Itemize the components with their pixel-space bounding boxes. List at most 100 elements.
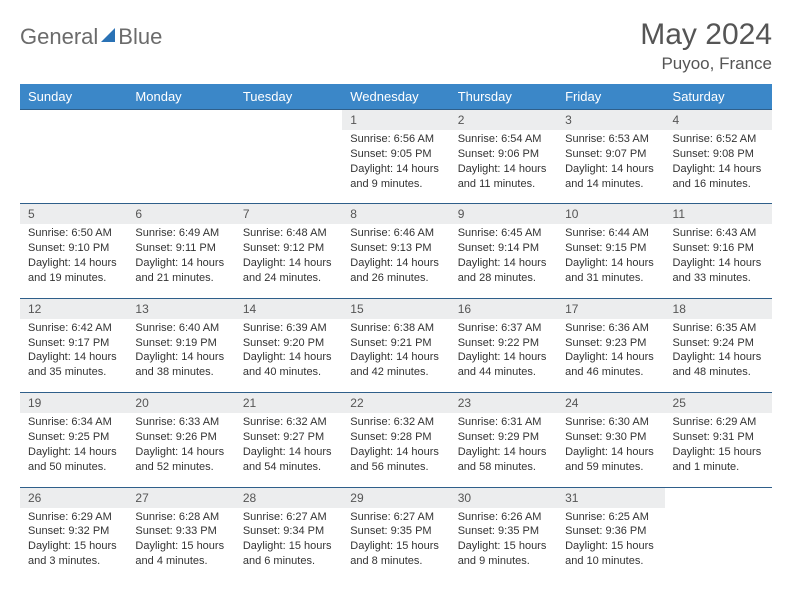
weekday-header: Friday (557, 84, 664, 110)
day-number-cell: 14 (235, 298, 342, 319)
day-detail-cell: Sunrise: 6:25 AMSunset: 9:36 PMDaylight:… (557, 508, 664, 581)
sunrise-line: Sunrise: 6:26 AM (458, 510, 549, 525)
day1-line: Daylight: 15 hours (243, 539, 334, 554)
day-number-cell: 19 (20, 393, 127, 414)
day-number-cell: 29 (342, 487, 449, 508)
day-number-cell: 27 (127, 487, 234, 508)
sunrise-line: Sunrise: 6:33 AM (135, 415, 226, 430)
calendar-page: General Blue May 2024 Puyoo, France Sund… (0, 0, 792, 591)
sunrise-line: Sunrise: 6:29 AM (28, 510, 119, 525)
sunset-line: Sunset: 9:27 PM (243, 430, 334, 445)
sunrise-line: Sunrise: 6:46 AM (350, 226, 441, 241)
day1-line: Daylight: 14 hours (135, 256, 226, 271)
day-number-cell: 20 (127, 393, 234, 414)
day-detail-cell: Sunrise: 6:54 AMSunset: 9:06 PMDaylight:… (450, 130, 557, 204)
day1-line: Daylight: 14 hours (565, 162, 656, 177)
day-detail-cell: Sunrise: 6:28 AMSunset: 9:33 PMDaylight:… (127, 508, 234, 581)
day-detail-cell (665, 508, 772, 581)
day-detail-cell: Sunrise: 6:33 AMSunset: 9:26 PMDaylight:… (127, 413, 234, 487)
day2-line: and 19 minutes. (28, 271, 119, 286)
day-detail-cell: Sunrise: 6:26 AMSunset: 9:35 PMDaylight:… (450, 508, 557, 581)
day-detail-cell: Sunrise: 6:40 AMSunset: 9:19 PMDaylight:… (127, 319, 234, 393)
day-detail-cell: Sunrise: 6:31 AMSunset: 9:29 PMDaylight:… (450, 413, 557, 487)
sunset-line: Sunset: 9:22 PM (458, 336, 549, 351)
sunrise-line: Sunrise: 6:40 AM (135, 321, 226, 336)
day1-line: Daylight: 14 hours (350, 256, 441, 271)
day-detail-cell: Sunrise: 6:30 AMSunset: 9:30 PMDaylight:… (557, 413, 664, 487)
day2-line: and 3 minutes. (28, 554, 119, 569)
day1-line: Daylight: 15 hours (135, 539, 226, 554)
day2-line: and 28 minutes. (458, 271, 549, 286)
day-number-cell: 28 (235, 487, 342, 508)
sunset-line: Sunset: 9:35 PM (350, 524, 441, 539)
sunrise-line: Sunrise: 6:43 AM (673, 226, 764, 241)
day-number-cell (235, 110, 342, 131)
day2-line: and 33 minutes. (673, 271, 764, 286)
day2-line: and 8 minutes. (350, 554, 441, 569)
day2-line: and 10 minutes. (565, 554, 656, 569)
sunrise-line: Sunrise: 6:25 AM (565, 510, 656, 525)
sunset-line: Sunset: 9:35 PM (458, 524, 549, 539)
day-detail-cell: Sunrise: 6:32 AMSunset: 9:28 PMDaylight:… (342, 413, 449, 487)
day-number-cell: 13 (127, 298, 234, 319)
calendar-table: Sunday Monday Tuesday Wednesday Thursday… (20, 84, 772, 581)
day-detail-row: Sunrise: 6:56 AMSunset: 9:05 PM Daylight:… (20, 130, 772, 204)
logo-triangle-icon (101, 28, 115, 42)
sunrise-line: Sunrise: 6:32 AM (243, 415, 334, 430)
month-title: May 2024 (640, 18, 772, 52)
sunrise-line: Sunrise: 6:32 AM (350, 415, 441, 430)
day2-line: and 4 minutes. (135, 554, 226, 569)
day-detail-cell: Sunrise: 6:56 AMSunset: 9:05 PMDaylight:… (342, 130, 449, 204)
sunset-line: Sunset: 9:31 PM (673, 430, 764, 445)
day2-line: and 42 minutes. (350, 365, 441, 380)
day-number-cell: 31 (557, 487, 664, 508)
day1-line: Daylight: 14 hours (458, 256, 549, 271)
day-number-cell: 25 (665, 393, 772, 414)
day1-line: Daylight: 14 hours (350, 445, 441, 460)
day-number-cell (665, 487, 772, 508)
day-number-cell (20, 110, 127, 131)
day-number-row: 12131415161718 (20, 298, 772, 319)
day1-line: Daylight: 14 hours (135, 445, 226, 460)
day2-line: and 38 minutes. (135, 365, 226, 380)
day2-line: and 35 minutes. (28, 365, 119, 380)
day1-line: Daylight: 14 hours (243, 445, 334, 460)
sunrise-line: Sunrise: 6:34 AM (28, 415, 119, 430)
page-header: General Blue May 2024 Puyoo, France (20, 18, 772, 74)
day-detail-cell: Sunrise: 6:50 AMSunset: 9:10 PMDaylight:… (20, 224, 127, 298)
day2-line: and 31 minutes. (565, 271, 656, 286)
sunset-line: Sunset: 9:25 PM (28, 430, 119, 445)
day-number-cell: 22 (342, 393, 449, 414)
sunset-line: Sunset: 9:17 PM (28, 336, 119, 351)
day2-line: and 59 minutes. (565, 460, 656, 475)
day2-line: and 58 minutes. (458, 460, 549, 475)
day2-line: and 50 minutes. (28, 460, 119, 475)
sunset-line: Sunset: 9:14 PM (458, 241, 549, 256)
day2-line: and 1 minute. (673, 460, 764, 475)
day-number-cell: 1 (342, 110, 449, 131)
day-number-cell: 4 (665, 110, 772, 131)
sunrise-line: Sunrise: 6:56 AM (350, 132, 441, 147)
day-detail-cell: Sunrise: 6:35 AMSunset: 9:24 PMDaylight:… (665, 319, 772, 393)
weekday-header-row: Sunday Monday Tuesday Wednesday Thursday… (20, 84, 772, 110)
day-number-cell: 17 (557, 298, 664, 319)
day1-line: Daylight: 14 hours (565, 350, 656, 365)
day1-line: Daylight: 14 hours (673, 256, 764, 271)
sunset-line: Sunset: 9:12 PM (243, 241, 334, 256)
day-detail-cell: Sunrise: 6:34 AMSunset: 9:25 PMDaylight:… (20, 413, 127, 487)
day-detail-cell: Sunrise: 6:37 AMSunset: 9:22 PMDaylight:… (450, 319, 557, 393)
day1-line: Daylight: 14 hours (565, 256, 656, 271)
sunset-line: Sunset: 9:30 PM (565, 430, 656, 445)
day-detail-cell: Sunrise: 6:27 AMSunset: 9:34 PMDaylight:… (235, 508, 342, 581)
sunset-line: Sunset: 9:11 PM (135, 241, 226, 256)
sunset-line: Sunset: 9:20 PM (243, 336, 334, 351)
day2-line: and 11 minutes. (458, 177, 549, 192)
sunset-line: Sunset: 9:36 PM (565, 524, 656, 539)
day-detail-cell: Sunrise: 6:52 AMSunset: 9:08 PMDaylight:… (665, 130, 772, 204)
sunset-line: Sunset: 9:29 PM (458, 430, 549, 445)
day-number-cell: 10 (557, 204, 664, 225)
sunset-line: Sunset: 9:05 PM (350, 147, 441, 162)
day1-line: Daylight: 14 hours (565, 445, 656, 460)
day1-line: Daylight: 15 hours (458, 539, 549, 554)
day-detail-cell: Sunrise: 6:45 AMSunset: 9:14 PMDaylight:… (450, 224, 557, 298)
